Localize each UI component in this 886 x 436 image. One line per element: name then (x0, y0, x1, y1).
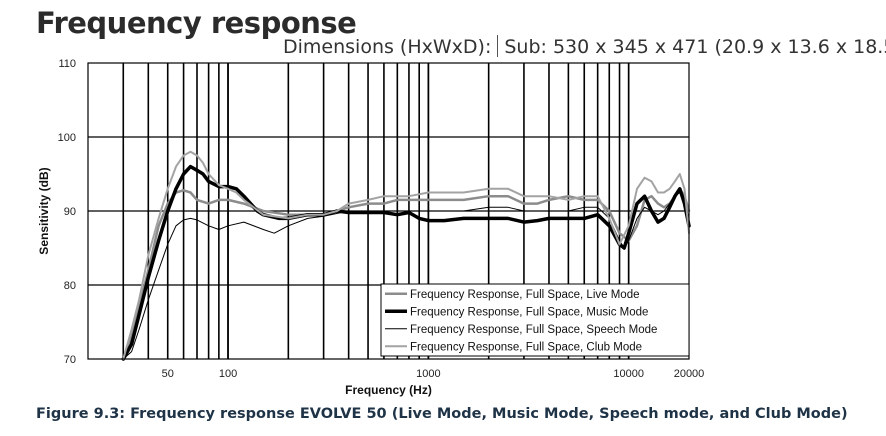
x-tick-labels: 50 100 1000 10000 20000 (162, 368, 705, 380)
x-tick-label: 100 (219, 368, 237, 380)
y-tick-label: 70 (64, 354, 76, 366)
chart-series (121, 150, 691, 361)
page-title: Frequency response (36, 6, 357, 40)
y-tick-label: 80 (64, 280, 76, 292)
y-axis-label: Sensitivity (dB) (37, 167, 51, 254)
x-axis-label: Frequency (Hz) (345, 383, 432, 397)
dimensions-label: Dimensions (HxWxD): (283, 36, 492, 58)
dimensions-separator (497, 35, 499, 57)
series-line-4 (122, 150, 690, 360)
x-tick-label: 10000 (613, 368, 644, 380)
x-tick-label: 50 (162, 368, 174, 380)
legend-label: Frequency Response, Full Space, Club Mod… (410, 341, 642, 353)
frequency-response-chart: 70 80 90 100 110 50 100 1000 10000 20000 Frequen… (37, 58, 705, 397)
plot-frame (87, 62, 690, 360)
series-line-3 (122, 192, 690, 360)
legend-label: Frequency Response, Full Space, Live Mod… (410, 289, 639, 301)
chart-legend: Frequency Response, Full Space, Live Mod… (380, 283, 690, 357)
legend-label: Frequency Response, Full Space, Music Mo… (410, 306, 648, 318)
x-tick-label: 20000 (674, 368, 705, 380)
figure-caption: Figure 9.3: Frequency response EVOLVE 50… (36, 406, 848, 422)
series-line-2 (121, 164, 691, 361)
x-tick-label: 1000 (416, 368, 440, 380)
legend-label: Frequency Response, Full Space, Speech M… (410, 324, 657, 336)
y-tick-label: 90 (64, 206, 76, 218)
legend-box (380, 283, 690, 357)
y-tick-label: 100 (58, 132, 76, 144)
y-tick-labels: 70 80 90 100 110 (58, 58, 76, 366)
dimensions-value: Sub: 530 x 345 x 471 (20.9 x 13.6 x 18.5… (504, 36, 886, 58)
dimensions-line: Dimensions (HxWxD): Sub: 530 x 345 x 471 … (283, 35, 886, 58)
y-tick-label: 110 (58, 58, 76, 70)
